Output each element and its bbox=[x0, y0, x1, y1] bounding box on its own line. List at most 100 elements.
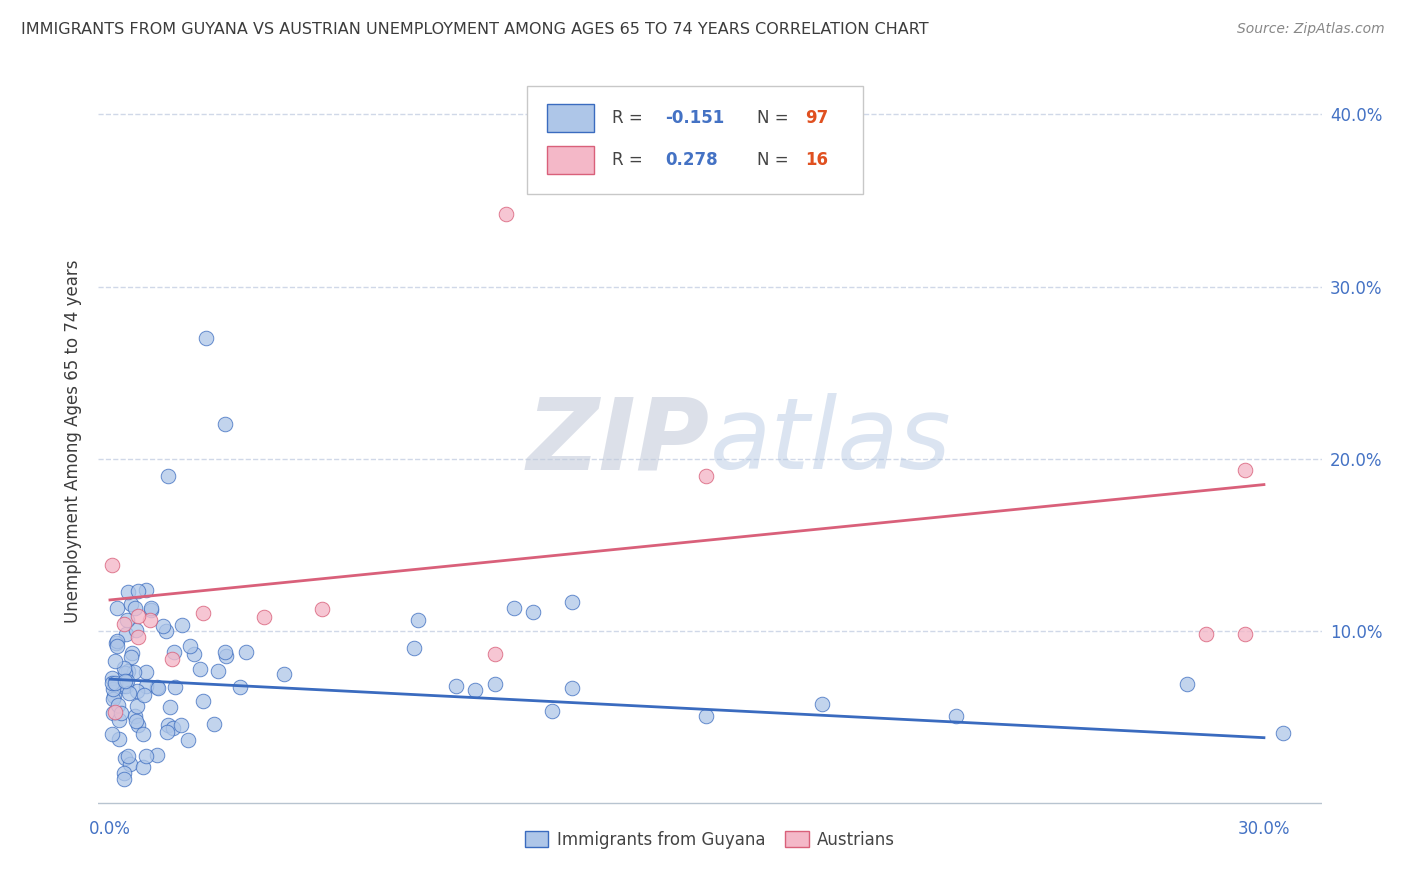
Point bbox=[169, 718, 191, 732]
Legend: Immigrants from Guyana, Austrians: Immigrants from Guyana, Austrians bbox=[519, 824, 901, 855]
Point bbox=[207, 664, 229, 678]
Point bbox=[101, 682, 124, 697]
Text: N =: N = bbox=[756, 152, 793, 169]
Point bbox=[101, 671, 124, 685]
FancyBboxPatch shape bbox=[526, 87, 863, 194]
Point bbox=[105, 636, 128, 650]
Point bbox=[162, 721, 184, 735]
Point bbox=[101, 558, 124, 572]
Point bbox=[810, 698, 832, 712]
Text: Source: ZipAtlas.com: Source: ZipAtlas.com bbox=[1237, 22, 1385, 37]
Point bbox=[108, 713, 131, 727]
Point bbox=[311, 602, 333, 616]
Point bbox=[115, 680, 138, 694]
Point bbox=[117, 585, 139, 599]
Point bbox=[495, 207, 517, 221]
Point bbox=[112, 661, 135, 675]
Point bbox=[104, 676, 127, 690]
Point bbox=[561, 594, 583, 608]
Point bbox=[406, 613, 429, 627]
Point bbox=[139, 614, 162, 628]
Point bbox=[135, 679, 157, 693]
Point bbox=[135, 749, 157, 764]
Point bbox=[195, 331, 218, 345]
Point bbox=[177, 733, 200, 747]
Text: ZIP: ZIP bbox=[527, 393, 710, 490]
Point bbox=[127, 698, 149, 713]
Text: 97: 97 bbox=[806, 109, 828, 127]
Point bbox=[125, 623, 148, 637]
Text: R =: R = bbox=[612, 109, 648, 127]
Point bbox=[131, 760, 153, 774]
Point bbox=[120, 757, 142, 772]
Point bbox=[132, 727, 155, 741]
Text: IMMIGRANTS FROM GUYANA VS AUSTRIAN UNEMPLOYMENT AMONG AGES 65 TO 74 YEARS CORREL: IMMIGRANTS FROM GUYANA VS AUSTRIAN UNEMP… bbox=[21, 22, 929, 37]
Point bbox=[191, 607, 214, 621]
Point bbox=[125, 684, 148, 698]
Text: -0.151: -0.151 bbox=[665, 109, 724, 127]
Point bbox=[152, 619, 174, 633]
Point bbox=[404, 641, 426, 656]
Point bbox=[105, 600, 128, 615]
Point bbox=[114, 665, 136, 680]
Point bbox=[114, 750, 136, 764]
Point bbox=[156, 718, 179, 732]
Point bbox=[107, 732, 129, 747]
Point bbox=[139, 603, 162, 617]
Point bbox=[104, 705, 127, 719]
Point bbox=[127, 630, 149, 644]
Point bbox=[134, 688, 156, 702]
Point bbox=[117, 749, 139, 764]
Point bbox=[1175, 677, 1198, 691]
Point bbox=[170, 618, 193, 632]
Point bbox=[444, 679, 467, 693]
Point bbox=[695, 469, 717, 483]
Point bbox=[464, 682, 486, 697]
Text: N =: N = bbox=[756, 109, 793, 127]
Point bbox=[115, 673, 138, 688]
Point bbox=[1233, 627, 1256, 641]
Point bbox=[105, 639, 128, 653]
Text: 0.278: 0.278 bbox=[665, 152, 717, 169]
Point bbox=[127, 584, 149, 599]
Point bbox=[484, 677, 506, 691]
Point bbox=[135, 665, 157, 680]
Point bbox=[215, 649, 238, 664]
FancyBboxPatch shape bbox=[547, 146, 593, 174]
Point bbox=[125, 714, 148, 729]
Point bbox=[695, 709, 717, 723]
Point bbox=[146, 680, 169, 694]
Point bbox=[159, 700, 181, 714]
Point bbox=[107, 698, 129, 712]
Point bbox=[1195, 627, 1218, 641]
Point bbox=[120, 597, 142, 611]
Point bbox=[101, 727, 124, 741]
Text: atlas: atlas bbox=[710, 393, 952, 490]
Point bbox=[541, 704, 564, 718]
Point bbox=[101, 692, 124, 706]
Point bbox=[561, 681, 583, 695]
Point bbox=[188, 662, 211, 676]
Point bbox=[104, 654, 127, 668]
Point bbox=[502, 601, 524, 615]
Point bbox=[120, 649, 142, 664]
Point bbox=[179, 639, 201, 653]
Point bbox=[146, 748, 169, 763]
Point bbox=[127, 718, 149, 732]
Point bbox=[202, 717, 225, 731]
Point bbox=[112, 616, 135, 631]
Point bbox=[214, 645, 236, 659]
Point bbox=[522, 605, 544, 619]
Point bbox=[117, 664, 139, 678]
Point bbox=[115, 613, 138, 627]
Point bbox=[484, 647, 506, 661]
Point bbox=[273, 667, 295, 681]
Point bbox=[124, 600, 146, 615]
Y-axis label: Unemployment Among Ages 65 to 74 years: Unemployment Among Ages 65 to 74 years bbox=[65, 260, 83, 624]
Point bbox=[156, 725, 179, 739]
Point bbox=[1233, 462, 1256, 476]
Point bbox=[100, 676, 122, 690]
Point bbox=[121, 646, 143, 660]
Point bbox=[156, 469, 179, 483]
Point bbox=[193, 694, 215, 708]
